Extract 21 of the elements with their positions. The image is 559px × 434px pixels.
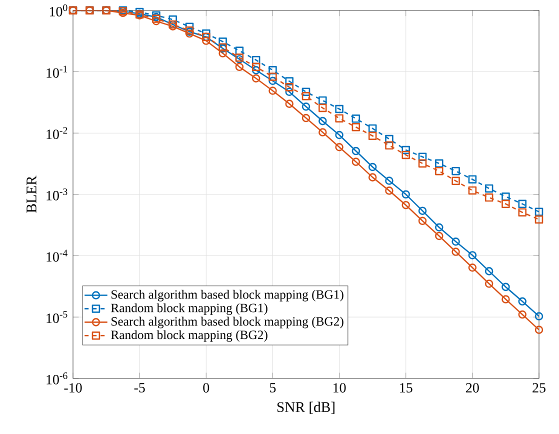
x-tick-label: -10 [64,382,82,392]
x-tick-label: -5 [134,382,145,392]
y-tick-label: 10$^{-3}$ [46,188,68,200]
y-tick-label: 10$^{-5}$ [46,310,68,323]
x-tick-label: 10 [334,382,346,392]
y-tick-label: 10$^{-6}$ [46,372,68,384]
y-axis-title: BLER [26,175,36,213]
y-tick-label: 10$^{-4}$ [46,250,68,262]
x-tick-label: 0 [203,382,210,392]
legend-label: Random block mapping (BG2) [111,330,268,342]
y-tick-label: 10$^{-2}$ [46,126,68,139]
y-tick-label: 10$^{0}$ [50,4,68,16]
legend-label: Search algorithm based block mapping (BG1) [112,290,344,302]
x-tick-label: 25 [532,382,546,392]
x-tick-label: 15 [400,382,412,392]
y-tick-label: 10$^{-1}$ [46,66,68,78]
x-tick-label: 20 [466,382,479,392]
legend-label: Random block mapping (BG1) [111,303,268,315]
legend-label: Search algorithm based block mapping (BG2) [112,316,344,328]
x-axis-title: SNR [dB] [277,402,334,414]
x-tick-label: 5 [270,382,276,392]
